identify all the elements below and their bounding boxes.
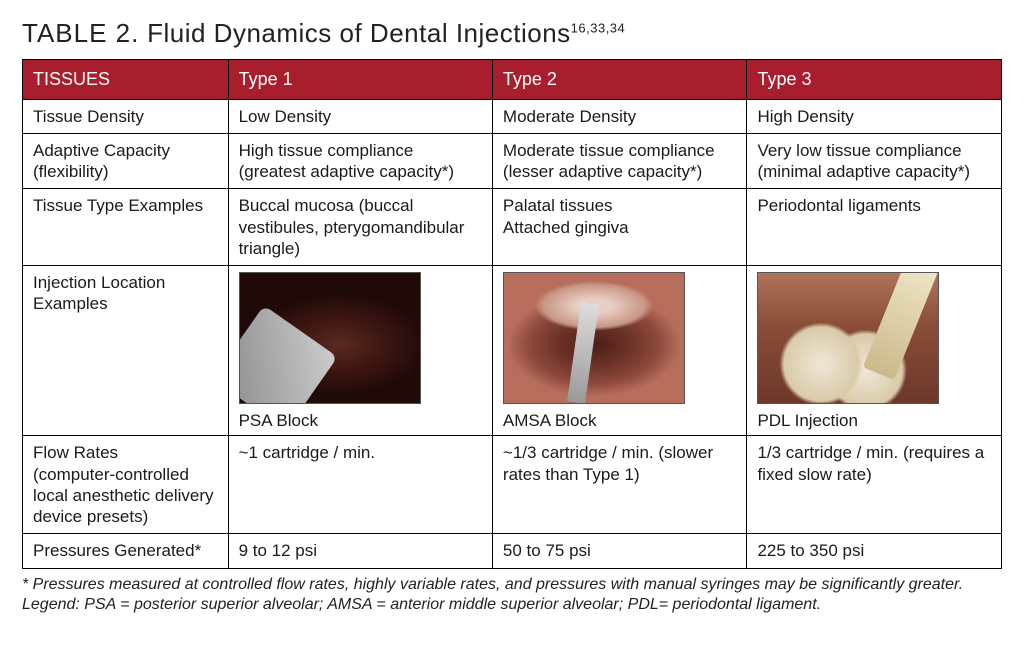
cell: Low Density — [228, 99, 492, 133]
table-title-text: Fluid Dynamics of Dental Injections — [147, 18, 571, 48]
footnote-legend: Legend: PSA = posterior superior alveola… — [22, 595, 1002, 616]
pdl-injection-photo — [757, 272, 939, 404]
row-label: Flow Rates (computer-controlled local an… — [23, 436, 229, 534]
row-label: Adaptive Capacity (flexibility) — [23, 133, 229, 189]
injection-image-cell: PDL Injection — [747, 266, 1002, 436]
table-row: Adaptive Capacity (flexibility) High tis… — [23, 133, 1002, 189]
cell: Very low tissue compliance (minimal adap… — [747, 133, 1002, 189]
cell: High Density — [747, 99, 1002, 133]
col-header-type2: Type 2 — [492, 60, 747, 100]
col-header-tissues: TISSUES — [23, 60, 229, 100]
cell: Moderate tissue compliance (lesser adapt… — [492, 133, 747, 189]
title-refs: 16,33,34 — [571, 20, 626, 35]
cell: 9 to 12 psi — [228, 534, 492, 568]
photo-caption: PSA Block — [239, 408, 482, 431]
cell: ~1 cartridge / min. — [228, 436, 492, 534]
table-row: Pressures Generated* 9 to 12 psi 50 to 7… — [23, 534, 1002, 568]
table-title: TABLE 2. Fluid Dynamics of Dental Inject… — [22, 18, 1002, 49]
row-label: Pressures Generated* — [23, 534, 229, 568]
cell: Palatal tissues Attached gingiva — [492, 189, 747, 266]
header-row: TISSUES Type 1 Type 2 Type 3 — [23, 60, 1002, 100]
cell: High tissue compliance (greatest adaptiv… — [228, 133, 492, 189]
table-row: Tissue Type Examples Buccal mucosa (bucc… — [23, 189, 1002, 266]
footnotes: * Pressures measured at controlled flow … — [22, 575, 1002, 617]
psa-block-photo — [239, 272, 421, 404]
row-label: Injection Location Examples — [23, 266, 229, 436]
injection-image-cell: AMSA Block — [492, 266, 747, 436]
cell: 50 to 75 psi — [492, 534, 747, 568]
cell: 1/3 cartridge / min. (requires a fixed s… — [747, 436, 1002, 534]
col-header-type1: Type 1 — [228, 60, 492, 100]
cell: Moderate Density — [492, 99, 747, 133]
footnote-pressures: * Pressures measured at controlled flow … — [22, 575, 1002, 596]
col-header-type3: Type 3 — [747, 60, 1002, 100]
photo-caption: AMSA Block — [503, 408, 737, 431]
cell: Buccal mucosa (buccal vestibules, pteryg… — [228, 189, 492, 266]
table-number: TABLE 2. — [22, 18, 139, 48]
row-label: Tissue Type Examples — [23, 189, 229, 266]
table-row: Tissue Density Low Density Moderate Dens… — [23, 99, 1002, 133]
table-row: Injection Location Examples PSA Block AM… — [23, 266, 1002, 436]
row-label: Tissue Density — [23, 99, 229, 133]
fluid-dynamics-table: TISSUES Type 1 Type 2 Type 3 Tissue Dens… — [22, 59, 1002, 569]
cell: ~1/3 cartridge / min. (slower rates than… — [492, 436, 747, 534]
table-row: Flow Rates (computer-controlled local an… — [23, 436, 1002, 534]
photo-caption: PDL Injection — [757, 408, 991, 431]
cell: Periodontal ligaments — [747, 189, 1002, 266]
injection-image-cell: PSA Block — [228, 266, 492, 436]
amsa-block-photo — [503, 272, 685, 404]
cell: 225 to 350 psi — [747, 534, 1002, 568]
